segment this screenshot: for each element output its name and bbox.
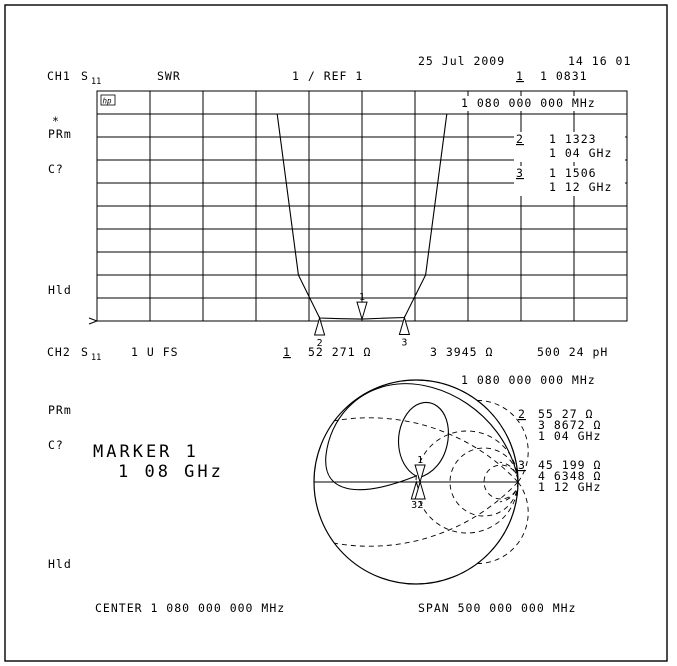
smith-x1-lower-arc <box>415 481 519 585</box>
ch2-format-label: 1 U FS <box>131 345 179 359</box>
ch1-channel-label: CH1 <box>47 69 71 83</box>
outer-frame <box>4 4 668 662</box>
ch2-marker2-freq: 1 04 GHz <box>538 429 601 443</box>
footer-span: SPAN 500 000 000 MHz <box>418 601 576 615</box>
ch1-cq-annotation: C? <box>48 162 64 176</box>
smith-x1-upper-arc <box>415 379 519 483</box>
ch1-box-icon <box>100 94 116 106</box>
ch2-marker2-r: 55 27 Ω <box>538 407 593 421</box>
smith-x5-lower-arc <box>499 481 519 503</box>
ch2-param-sub: 11 <box>91 353 101 363</box>
smith-x05-upper-arc <box>334 417 519 483</box>
ch2-active-marker-x: 3 3945 Ω <box>430 345 493 359</box>
ch1-marker3-value: 1 1506 <box>549 166 597 180</box>
ch1-reference-pointer <box>88 317 99 325</box>
ch1-marker2-num: 2 <box>516 132 524 146</box>
smith-chart-grid <box>313 379 529 585</box>
ch2-marker-3-label: 3 <box>411 500 417 511</box>
ch1-star-annotation: * <box>52 114 60 128</box>
marker-banner-line1: MARKER 1 <box>93 442 199 462</box>
ch1-marker-2-icon <box>313 316 326 336</box>
ch2-s11-loop <box>398 401 449 479</box>
ch1-prm-annotation: PRm <box>48 127 72 141</box>
ch2-active-marker-freq: 1 080 000 000 MHz <box>461 373 596 387</box>
ch1-marker3-num: 3 <box>516 166 524 180</box>
marker-banner-line2: 1 08 GHz <box>118 462 224 482</box>
ch2-marker3-x: 4 6348 Ω <box>538 469 601 483</box>
ch2-prm-annotation: PRm <box>48 403 72 417</box>
smith-x5-upper-arc <box>499 461 519 483</box>
smith-x2-lower-arc <box>477 481 529 565</box>
ch1-active-marker-num: 1 <box>516 69 524 83</box>
smith-x2-upper-arc <box>477 399 529 483</box>
ch2-marker3-num: 3 <box>518 458 526 472</box>
ch1-box-label: hp <box>103 97 113 106</box>
ch1-marker3-freq: 1 12 GHz <box>549 180 612 194</box>
ch2-cq-annotation: C? <box>48 438 64 452</box>
ch2-trace-layer: 1 23 <box>325 383 518 511</box>
ch1-scale-label: 1 / REF 1 <box>292 69 363 83</box>
date-label: 25 Jul 2009 <box>418 54 505 68</box>
ch2-hld-annotation: Hld <box>48 557 72 571</box>
smith-x05-lower-arc <box>334 481 519 547</box>
ch2-active-marker-l: 500 24 pH <box>537 345 608 359</box>
ch2-param-label: S <box>81 345 89 359</box>
ch1-marker-2-label: 2 <box>317 338 323 349</box>
ch2-active-marker-r: 52 271 Ω <box>308 345 371 359</box>
ch2-marker3-freq: 1 12 GHz <box>538 480 601 494</box>
ch1-marker-3-label: 3 <box>401 338 407 349</box>
ch2-marker-1-icon <box>414 464 426 484</box>
ch1-hld-annotation: Hld <box>48 283 72 297</box>
ch2-marker2-num: 2 <box>518 407 526 421</box>
ch2-marker2-x: 3 8672 Ω <box>538 418 601 432</box>
ch1-marker2-value: 1 1323 <box>549 132 597 146</box>
ch1-active-marker-freq: 1 080 000 000 MHz <box>461 96 596 110</box>
ch1-marker-1-label: 1 <box>359 292 365 303</box>
ch1-marker2-freq: 1 04 GHz <box>549 146 612 160</box>
footer-center-freq: CENTER 1 080 000 000 MHz <box>95 601 285 615</box>
ch2-s11-trace <box>325 383 518 491</box>
ch2-active-marker-num: 1 <box>283 345 291 359</box>
ch2-channel-label: CH2 <box>47 345 71 359</box>
ch2-marker-1-label: 1 <box>417 455 423 466</box>
ch1-active-marker-value: 1 0831 <box>540 69 588 83</box>
ch2-marker-3-icon <box>414 480 426 500</box>
ch1-format-label: SWR <box>157 69 181 83</box>
time-label: 14 16 01 <box>568 54 631 68</box>
ch1-grid <box>96 90 628 322</box>
ch2-marker3-r: 45 199 Ω <box>538 458 601 472</box>
ch1-trace-layer: 1 2 3 <box>97 113 627 349</box>
ch1-param-label: S <box>81 69 89 83</box>
ch1-param-sub: 11 <box>91 77 101 87</box>
ch1-marker-3-icon <box>398 315 411 336</box>
smith-chart: 123 <box>313 379 529 585</box>
ch2-marker-2-label: 2 <box>417 500 423 511</box>
ch1-marker-1-icon <box>356 301 368 321</box>
